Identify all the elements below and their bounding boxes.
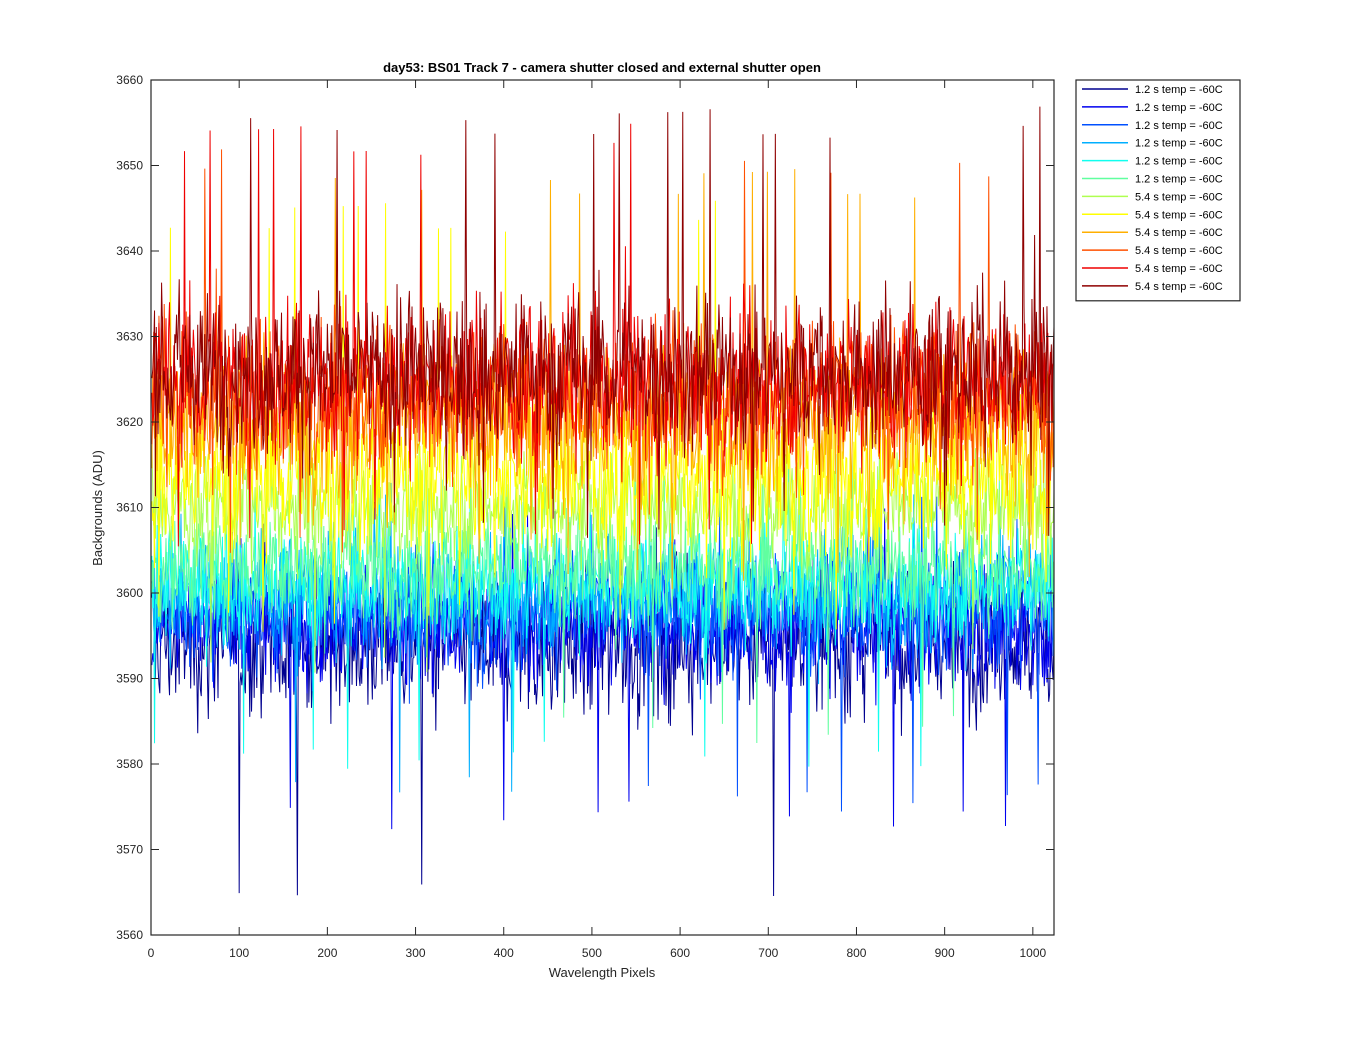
legend-entry-label: 1.2 s temp = -60C [1135, 156, 1223, 168]
legend-entry-label: 5.4 s temp = -60C [1135, 227, 1223, 239]
y-tick-label: 3630 [116, 330, 143, 344]
legend-entry-label: 5.4 s temp = -60C [1135, 281, 1223, 293]
legend-entry-label: 1.2 s temp = -60C [1135, 102, 1223, 114]
x-tick-label: 800 [846, 946, 866, 960]
legend-entry-label: 1.2 s temp = -60C [1135, 174, 1223, 186]
x-tick-label: 0 [148, 946, 155, 960]
y-tick-label: 3640 [116, 244, 143, 258]
x-tick-label: 700 [758, 946, 778, 960]
x-tick-label: 500 [582, 946, 602, 960]
legend-entry-label: 5.4 s temp = -60C [1135, 245, 1223, 257]
y-tick-label: 3560 [116, 928, 143, 942]
y-tick-label: 3610 [116, 501, 143, 515]
y-tick-label: 3650 [116, 159, 143, 173]
chart-title: day53: BS01 Track 7 - camera shutter clo… [383, 60, 821, 75]
x-tick-label: 300 [406, 946, 426, 960]
y-tick-label: 3580 [116, 757, 143, 771]
x-tick-label: 200 [317, 946, 337, 960]
legend-entry-label: 1.2 s temp = -60C [1135, 138, 1223, 150]
x-tick-label: 1000 [1019, 946, 1046, 960]
legend-entry-label: 1.2 s temp = -60C [1135, 84, 1223, 96]
legend-box [1075, 79, 1241, 302]
y-tick-label: 3600 [116, 586, 143, 600]
series-line-6 [151, 451, 1055, 744]
y-tick-label: 3570 [116, 843, 143, 857]
y-tick-label: 3590 [116, 672, 143, 686]
x-tick-label: 100 [229, 946, 249, 960]
legend-entry-label: 5.4 s temp = -60C [1135, 209, 1223, 221]
x-axis-label: Wavelength Pixels [549, 965, 656, 980]
series-line-12 [151, 106, 1055, 538]
legend-entry-label: 1.2 s temp = -60C [1135, 120, 1223, 132]
legend: 1.2 s temp = -60C 1.2 s temp = -60C 1.2 s … [1075, 79, 1241, 302]
legend-entry-label: 5.4 s temp = -60C [1135, 263, 1223, 275]
x-tick-label: 900 [935, 946, 955, 960]
legend-entry-label: 5.4 s temp = -60C [1135, 191, 1223, 203]
y-axis-label: Backgrounds (ADU) [90, 450, 105, 566]
y-tick-label: 3620 [116, 415, 143, 429]
x-tick-label: 400 [494, 946, 514, 960]
y-tick-label: 3660 [116, 73, 143, 87]
x-tick-label: 600 [670, 946, 690, 960]
axes-layer: 0 100 200 300 400 500 600 700 800 900 1000 3560 3570… [116, 73, 1055, 960]
series-layer [151, 106, 1055, 897]
